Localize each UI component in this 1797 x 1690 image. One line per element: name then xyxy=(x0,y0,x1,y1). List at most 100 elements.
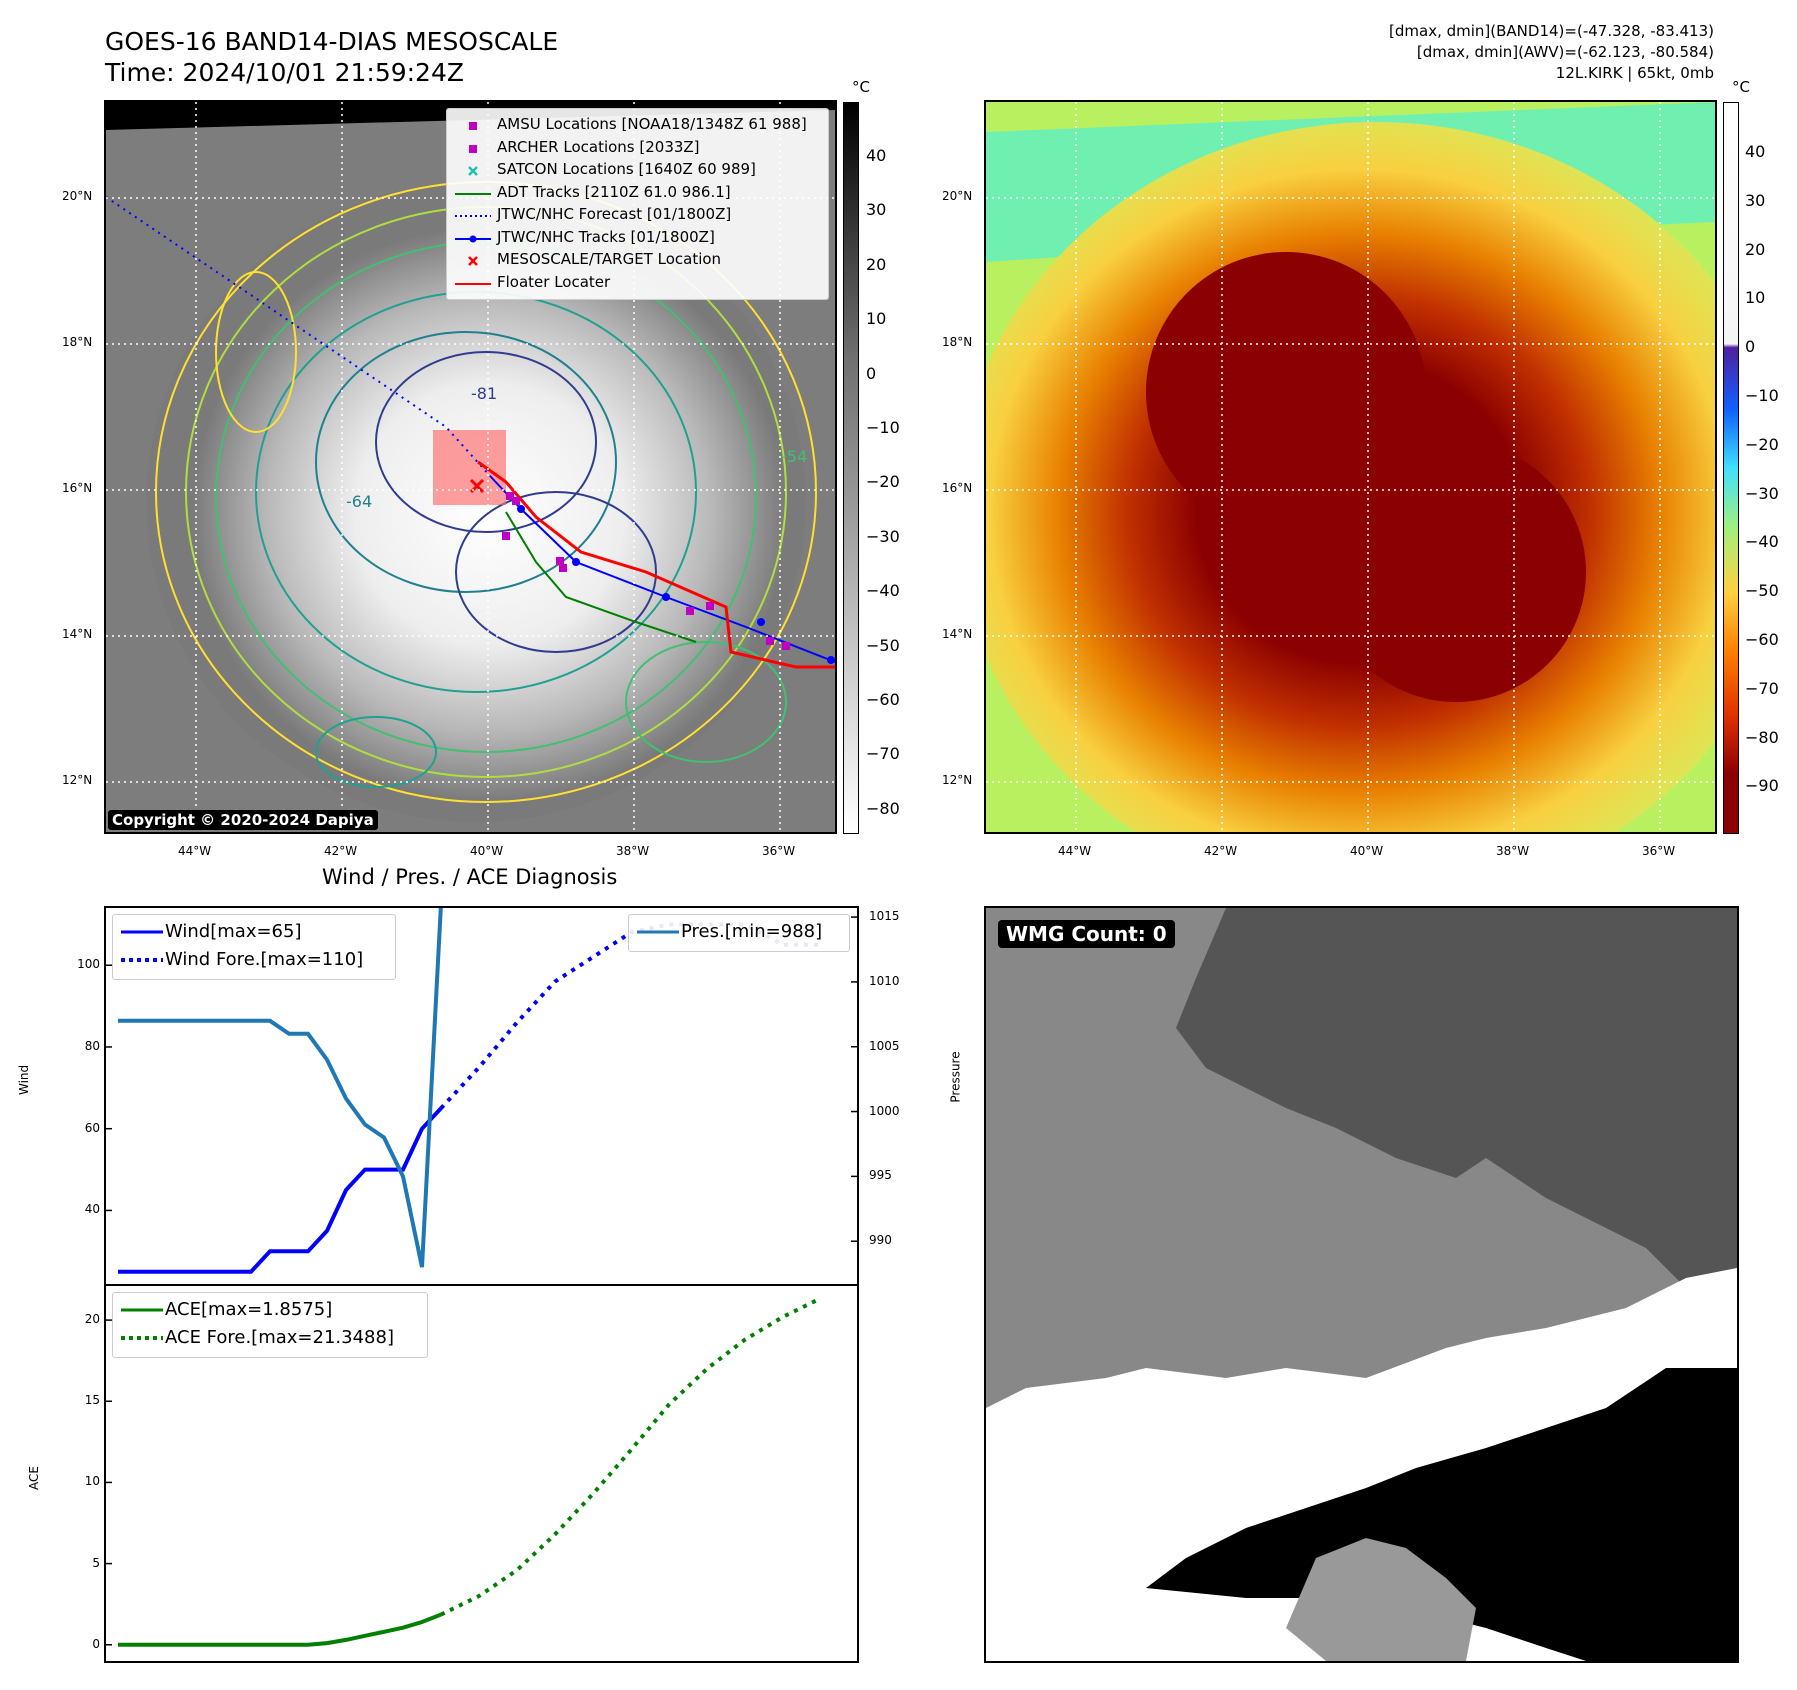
lat-label-18n-right: 18°N xyxy=(942,335,973,349)
color-colorbar-tick: −60 xyxy=(1745,630,1779,649)
y-tick-label: 60 xyxy=(84,1120,100,1135)
gray-colorbar-unit: °C xyxy=(852,78,870,96)
wind-ylabel: Wind xyxy=(17,1064,31,1095)
wmg-image xyxy=(986,908,1737,1661)
y-tick-label: 20 xyxy=(84,1312,100,1327)
amsu-archer-markers xyxy=(502,492,790,650)
ir-legend-item: ADT Tracks [2110Z 61.0 986.1] xyxy=(447,183,828,205)
lat-label-18n: 18°N xyxy=(62,335,93,349)
ir-legend-item: JTWC/NHC Tracks [01/1800Z] xyxy=(447,228,828,250)
lon-label-44w-right: 44°W xyxy=(1058,844,1092,858)
gray-colorbar-tick: −20 xyxy=(866,472,900,492)
info-band14: [dmax, dmin](BAND14)=(-47.328, -83.413) xyxy=(1389,22,1714,40)
color-colorbar-tick: −80 xyxy=(1745,727,1779,747)
pressure-legend-label: Pres.[min=988] xyxy=(681,921,823,942)
wmg-panel: WMG Count: 0 xyxy=(984,906,1739,1663)
color-colorbar-tick: 10 xyxy=(1745,288,1766,308)
lat-label-16n-right: 16°N xyxy=(942,481,973,495)
y-tick-label: 10 xyxy=(84,1474,100,1489)
adt-track xyxy=(505,511,697,643)
color-ir-image xyxy=(986,102,1715,832)
contour-label-81: -81 xyxy=(471,384,497,403)
gray-colorbar-tick: 0 xyxy=(866,363,877,383)
color-ir-panel xyxy=(984,100,1717,834)
color-colorbar-tick: −50 xyxy=(1745,581,1779,601)
ir-legend-item: JTWC/NHC Forecast [01/1800Z] xyxy=(447,205,828,227)
lon-label-42w: 42°W xyxy=(324,844,358,858)
color-colorbar-tick: −30 xyxy=(1745,483,1779,503)
color-colorbar-tick: −20 xyxy=(1745,434,1779,454)
floater-locater-line xyxy=(477,460,835,669)
ir-legend-label: ARCHER Locations [2033Z] xyxy=(497,137,700,156)
ir-legend-symbol xyxy=(468,166,478,176)
wind-legend-label: Wind[max=65] xyxy=(165,921,302,942)
color-colorbar-tick: 0 xyxy=(1745,337,1756,357)
ace-forecast-legend-label: ACE Fore.[max=21.3488] xyxy=(165,1327,394,1348)
wind-line xyxy=(118,1106,443,1274)
color-colorbar-tick: −10 xyxy=(1745,386,1779,405)
y2-tick-label: 1010 xyxy=(869,973,900,988)
lat-label-12n: 12°N xyxy=(62,773,93,787)
y-tick-label: 5 xyxy=(92,1555,100,1570)
ace-plot xyxy=(106,1296,822,1647)
y2-tick-label: 1000 xyxy=(869,1103,900,1118)
contour-label-54: -54 xyxy=(781,447,807,466)
color-gridlines xyxy=(986,102,1715,832)
y-tick-label: 100 xyxy=(77,957,100,972)
lon-label-40w-right: 40°W xyxy=(1350,844,1384,858)
ir-legend-symbol xyxy=(469,122,477,130)
ir-legend-item: Floater Locater xyxy=(447,273,828,295)
lat-label-14n: 14°N xyxy=(62,627,93,641)
color-colorbar-tick: −40 xyxy=(1745,532,1779,552)
ir-legend-label: AMSU Locations [NOAA18/1348Z 61 988] xyxy=(497,115,807,133)
y-tick-label: 0 xyxy=(92,1636,100,1651)
pressure-legend: Pres.[min=988] xyxy=(628,914,850,952)
y2-tick-label: 1005 xyxy=(869,1038,900,1053)
color-colorbar-unit: °C xyxy=(1732,78,1750,96)
copyright-badge: Copyright © 2020-2024 Dapiya xyxy=(108,810,378,830)
lat-label-12n-right: 12°N xyxy=(942,773,973,787)
lon-label-42w-right: 42°W xyxy=(1204,844,1238,858)
pressure-line xyxy=(118,908,443,1268)
ir-legend-symbol xyxy=(455,192,491,195)
color-colorbar xyxy=(1723,102,1739,834)
contour-label-64: -64 xyxy=(346,492,372,511)
ir-legend-label: JTWC/NHC Forecast [01/1800Z] xyxy=(497,205,732,223)
gray-colorbar-tick: 10 xyxy=(866,309,887,329)
diagnosis-title: Wind / Pres. / ACE Diagnosis xyxy=(322,865,618,889)
ir-legend-item: MESOSCALE/TARGET Location xyxy=(447,250,828,272)
color-colorbar-tick: −90 xyxy=(1745,776,1779,796)
ir-legend: AMSU Locations [NOAA18/1348Z 61 988] ARCH… xyxy=(446,108,829,300)
gray-colorbar-tick: −50 xyxy=(866,635,900,655)
wind-forecast-legend-label: Wind Fore.[max=110] xyxy=(165,949,364,970)
jtwc-points xyxy=(517,505,835,664)
floater-box xyxy=(433,430,506,505)
main-title: GOES-16 BAND14-DIAS MESOSCALE xyxy=(105,27,559,56)
ace-line xyxy=(118,1612,442,1647)
lat-label-20n-right: 20°N xyxy=(942,189,973,203)
gray-colorbar-tick: −30 xyxy=(866,526,900,546)
forecast-track xyxy=(106,196,492,478)
ir-legend-label: ADT Tracks [2110Z 61.0 986.1] xyxy=(497,182,731,201)
ir-legend-symbol xyxy=(455,282,491,285)
ir-legend-item: ARCHER Locations [2033Z] xyxy=(447,138,828,160)
color-colorbar-tick: 20 xyxy=(1745,239,1766,259)
gray-colorbar-tick: 20 xyxy=(866,254,887,274)
ir-legend-item: AMSU Locations [NOAA18/1348Z 61 988] xyxy=(447,115,828,137)
gray-colorbar-tick: −10 xyxy=(866,418,900,437)
ace-chart xyxy=(104,1284,859,1663)
gray-colorbar-tick: −60 xyxy=(866,690,900,709)
gray-colorbar-tick: −70 xyxy=(866,744,900,764)
ir-legend-label: JTWC/NHC Tracks [01/1800Z] xyxy=(497,227,715,246)
ir-legend-label: Floater Locater xyxy=(497,272,611,291)
time-stamp: Time: 2024/10/01 21:59:24Z xyxy=(105,58,464,87)
y-tick-label: 15 xyxy=(84,1393,100,1408)
wmg-count-badge: WMG Count: 0 xyxy=(998,920,1175,948)
lon-label-36w-right: 36°W xyxy=(1642,844,1676,858)
info-storm: 12L.KIRK | 65kt, 0mb xyxy=(1555,64,1714,82)
lon-label-38w: 38°W xyxy=(616,844,650,858)
ace-forecast-line xyxy=(440,1296,822,1617)
lon-label-40w: 40°W xyxy=(470,844,504,858)
lat-label-20n: 20°N xyxy=(62,189,93,203)
ace-ylabel: ACE xyxy=(27,1466,41,1490)
